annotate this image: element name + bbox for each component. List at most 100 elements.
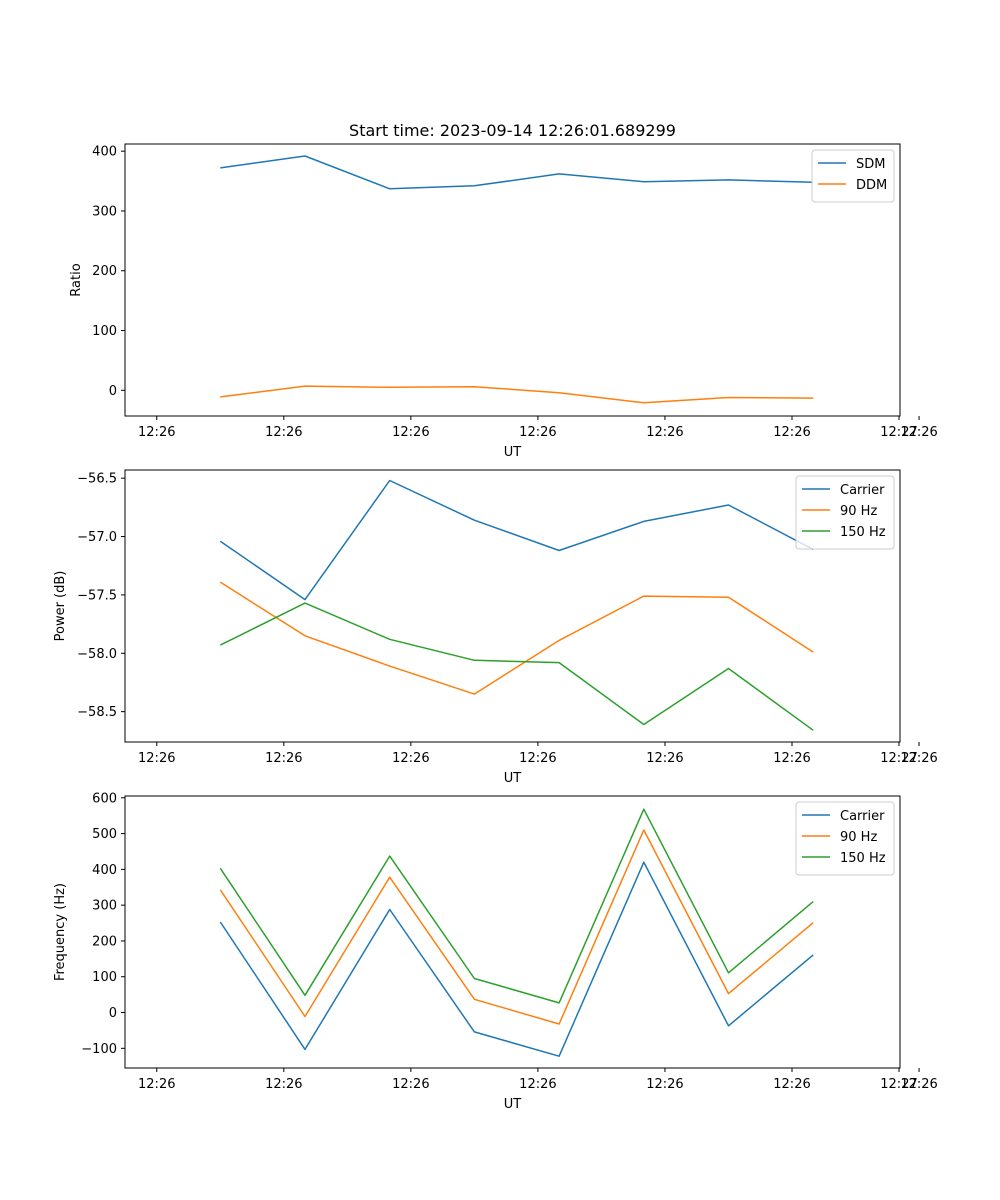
x-tick-label: 12:26 <box>519 1077 556 1092</box>
y-tick-label: 300 <box>92 204 117 219</box>
x-axis-label: UT <box>504 445 522 460</box>
x-tick-label: 12:27 <box>880 1077 917 1092</box>
ratio-chart: 12:26 12:26 12:26 12:26 12:26 12:26 12:2612:27… <box>69 143 938 460</box>
data-point <box>813 901 814 902</box>
data-point <box>559 640 560 641</box>
x-tick-label: 12:26 <box>392 751 429 766</box>
legend-entry: 90 Hz <box>840 504 877 519</box>
data-point <box>643 724 644 725</box>
data-point <box>813 922 814 923</box>
x-tick-label: 12:26 <box>265 425 302 440</box>
data-point <box>728 1025 729 1026</box>
data-point <box>474 660 475 661</box>
data-point <box>474 386 475 387</box>
data-point <box>474 520 475 521</box>
data-point <box>559 550 560 551</box>
data-point <box>643 181 644 182</box>
data-point <box>813 398 814 399</box>
data-point <box>559 173 560 174</box>
data-point <box>643 521 644 522</box>
data-point <box>728 597 729 598</box>
y-tick-label: −57.5 <box>77 588 117 603</box>
data-point <box>305 635 306 636</box>
axes-frame <box>124 795 901 1069</box>
data-point <box>220 541 221 542</box>
data-point <box>728 993 729 994</box>
x-axis-label: UT <box>504 1097 522 1112</box>
data-point <box>389 877 390 878</box>
data-point <box>305 995 306 996</box>
data-point <box>728 505 729 506</box>
data-point <box>813 954 814 955</box>
legend-entry: Carrier <box>840 809 885 824</box>
series-line-90-hz <box>219 829 814 1025</box>
data-point <box>474 694 475 695</box>
data-point <box>643 809 644 810</box>
x-tick-label: 12:26 <box>900 425 937 440</box>
x-tick-label: 12:26 <box>519 751 556 766</box>
y-tick-label: 400 <box>92 145 117 160</box>
x-tick-label: 12:26 <box>646 425 683 440</box>
x-tick-label: 12:26 <box>265 1077 302 1092</box>
x-tick-label: 12:26 <box>773 425 810 440</box>
y-tick-label: 600 <box>92 791 117 806</box>
data-point <box>220 922 221 923</box>
x-tick-label: 12:26 <box>519 425 556 440</box>
y-tick-label: 0 <box>109 1006 117 1021</box>
data-point <box>220 889 221 890</box>
y-axis-label: Ratio <box>69 263 84 296</box>
legend: SDM DDM <box>811 149 895 203</box>
data-point <box>389 480 390 481</box>
data-point <box>220 582 221 583</box>
data-point <box>813 652 814 653</box>
legend-entry: Carrier <box>840 483 885 498</box>
legend-entry: 150 Hz <box>840 851 886 866</box>
x-tick-label: 12:27 <box>880 425 917 440</box>
data-point <box>220 167 221 168</box>
series-line-carrier <box>219 861 814 1057</box>
y-tick-label: 400 <box>92 863 117 878</box>
data-point <box>305 599 306 600</box>
y-axis-label: Frequency (Hz) <box>53 883 68 981</box>
x-tick-label: 12:26 <box>646 1077 683 1092</box>
data-point <box>220 396 221 397</box>
x-tick-label: 12:26 <box>773 751 810 766</box>
data-point <box>643 862 644 863</box>
data-point <box>305 156 306 157</box>
y-tick-label: 100 <box>92 970 117 985</box>
x-tick-label: 12:26 <box>646 751 683 766</box>
x-tick-label: 12:26 <box>392 1077 429 1092</box>
x-tick-label: 12:26 <box>138 425 175 440</box>
series-line-150-hz <box>219 602 814 731</box>
y-tick-label: 500 <box>92 827 117 842</box>
y-tick-label: 100 <box>92 324 117 339</box>
power-chart: 12:26 12:26 12:26 12:26 12:26 12:26 12:2612:27… <box>53 469 938 786</box>
data-point <box>220 868 221 869</box>
data-point <box>389 188 390 189</box>
data-point <box>728 397 729 398</box>
series-line-ddm <box>220 385 814 404</box>
x-tick-label: 12:26 <box>392 425 429 440</box>
series-line-90-hz <box>219 581 814 695</box>
y-tick-label: 200 <box>92 264 117 279</box>
legend-entry: 90 Hz <box>840 830 877 845</box>
y-tick-label: −56.5 <box>77 472 117 487</box>
data-point <box>389 639 390 640</box>
y-tick-label: −57.0 <box>77 530 117 545</box>
data-point <box>389 666 390 667</box>
y-tick-label: 0 <box>109 384 117 399</box>
data-point <box>389 387 390 388</box>
data-point <box>728 179 729 180</box>
legend-entry: SDM <box>856 157 885 172</box>
x-axis-label: UT <box>504 771 522 786</box>
series-line-sdm <box>220 155 814 190</box>
axes-frame <box>124 469 901 743</box>
series-line-150-hz <box>219 808 814 1004</box>
chart-title: Start time: 2023-09-14 12:26:01.689299 <box>349 121 676 140</box>
data-point <box>474 1031 475 1032</box>
data-point <box>559 392 560 393</box>
data-point <box>474 978 475 979</box>
data-point <box>389 909 390 910</box>
data-point <box>305 1016 306 1017</box>
